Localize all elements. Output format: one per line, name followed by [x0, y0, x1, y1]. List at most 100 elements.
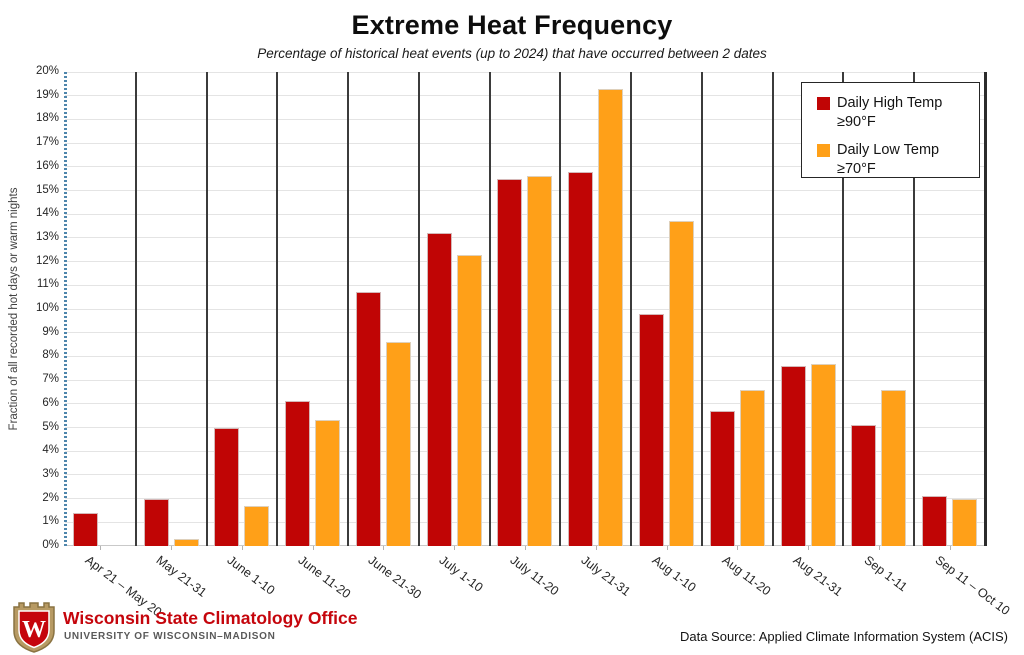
- x-axis-label: June 1-10: [224, 553, 278, 598]
- x-axis-label: Sep 11 – Oct 10: [932, 553, 1013, 618]
- bar-daily-low-temp: [527, 176, 553, 546]
- x-tick-mark: [878, 546, 880, 550]
- x-axis-label: July 21-31: [578, 553, 633, 599]
- gridline: [65, 427, 985, 428]
- bar-group: [136, 72, 207, 546]
- group-separator: [559, 72, 562, 546]
- legend-label: Daily High Temp ≥90°F: [837, 95, 943, 131]
- bar-daily-low-temp: [739, 389, 765, 546]
- gridline: [65, 71, 985, 73]
- x-tick-mark: [737, 546, 739, 550]
- x-tick-mark: [241, 546, 243, 550]
- legend: Daily High Temp ≥90°F Daily Low Temp ≥70°…: [801, 82, 980, 178]
- org-subtitle: UNIVERSITY OF WISCONSIN–MADISON: [64, 631, 276, 642]
- bar-daily-high-temp: [214, 427, 240, 546]
- gridline: [65, 545, 985, 546]
- gridline: [65, 498, 985, 500]
- x-tick-mark: [171, 546, 173, 550]
- chart-title: Extreme Heat Frequency: [351, 10, 673, 40]
- gridline: [65, 521, 985, 523]
- group-separator: [842, 72, 845, 546]
- y-tick-label: 4%: [42, 444, 59, 457]
- crest-icon: W: [13, 602, 55, 653]
- x-axis-label: June 21-30: [366, 553, 425, 602]
- bar-daily-high-temp: [72, 512, 98, 546]
- y-tick-label: 16%: [35, 159, 59, 172]
- group-separator: [276, 72, 279, 546]
- bar-daily-low-temp: [244, 505, 270, 546]
- y-tick-label: 9%: [42, 325, 59, 338]
- plot-right-border: [984, 72, 987, 546]
- x-axis-label: Aug 21-31: [790, 553, 846, 599]
- bar-daily-high-temp: [922, 496, 948, 546]
- group-separator: [630, 72, 633, 546]
- bar-daily-low-temp: [385, 342, 411, 546]
- x-axis-label: May 21-31: [153, 553, 210, 600]
- x-tick-mark: [312, 546, 314, 550]
- y-tick-label: 3%: [42, 467, 59, 480]
- gridline: [65, 190, 985, 191]
- bar-group: [702, 72, 773, 546]
- gridline: [65, 142, 985, 144]
- gridline: [65, 332, 985, 334]
- legend-swatch: [817, 97, 830, 110]
- bar-daily-high-temp: [285, 401, 311, 546]
- y-tick-label: 7%: [42, 373, 59, 386]
- x-tick-mark: [666, 546, 668, 550]
- group-separator: [700, 72, 703, 546]
- gridline: [65, 166, 985, 168]
- bar-daily-low-temp: [173, 538, 199, 546]
- y-tick-label: 17%: [35, 136, 59, 149]
- bar-daily-low-temp: [669, 221, 695, 546]
- y-tick-label: 14%: [35, 207, 59, 220]
- gridline: [65, 284, 985, 286]
- x-axis-label: July 11-20: [507, 553, 562, 599]
- bar-group: [560, 72, 631, 546]
- gridline: [65, 237, 985, 239]
- bar-daily-high-temp: [568, 171, 594, 546]
- group-separator: [205, 72, 208, 546]
- y-tick-label: 20%: [35, 65, 59, 77]
- group-separator: [771, 72, 774, 546]
- bar-daily-high-temp: [851, 425, 877, 546]
- bar-group: [65, 72, 136, 546]
- bar-group: [914, 72, 985, 546]
- bar-daily-low-temp: [881, 389, 907, 546]
- legend-swatch: [817, 144, 830, 158]
- bar-daily-high-temp: [497, 178, 523, 546]
- bar-daily-low-temp: [598, 88, 624, 546]
- bar-group: [490, 72, 561, 546]
- bar-daily-low-temp: [952, 498, 978, 546]
- legend-items: Daily High Temp ≥90°F Daily Low Temp ≥70°…: [817, 94, 971, 180]
- bar-daily-high-temp: [426, 233, 452, 546]
- x-tick-mark: [454, 546, 456, 550]
- y-tick-label: 19%: [35, 88, 59, 101]
- bar-group: [277, 72, 348, 546]
- bar-daily-low-temp: [810, 363, 836, 546]
- y-tick-label: 18%: [35, 112, 59, 125]
- bar-daily-low-temp: [315, 420, 341, 546]
- svg-text:W: W: [22, 617, 46, 643]
- group-separator: [417, 72, 420, 546]
- data-source-note: Data Source: Applied Climate Information…: [679, 629, 1008, 644]
- bar-daily-high-temp: [355, 292, 381, 546]
- uw-crest-logo: W: [10, 601, 58, 655]
- gridline: [65, 450, 985, 452]
- gridline: [65, 474, 985, 476]
- x-axis-label: June 11-20: [295, 553, 353, 602]
- bar-daily-high-temp: [143, 498, 169, 546]
- y-tick-label: 6%: [42, 396, 59, 409]
- group-separator: [913, 72, 916, 546]
- group-separator: [488, 72, 491, 546]
- x-axis-label: Aug 11-20: [719, 553, 774, 599]
- y-tick-label: 2%: [42, 491, 59, 504]
- bar-group: [207, 72, 278, 546]
- gridline: [65, 213, 985, 215]
- y-tick-label: 0%: [42, 539, 59, 551]
- x-tick-mark: [525, 546, 526, 550]
- plot-area: [64, 71, 987, 546]
- y-tick-label: 10%: [35, 302, 59, 314]
- gridline: [65, 261, 985, 263]
- bar-group: [348, 72, 419, 546]
